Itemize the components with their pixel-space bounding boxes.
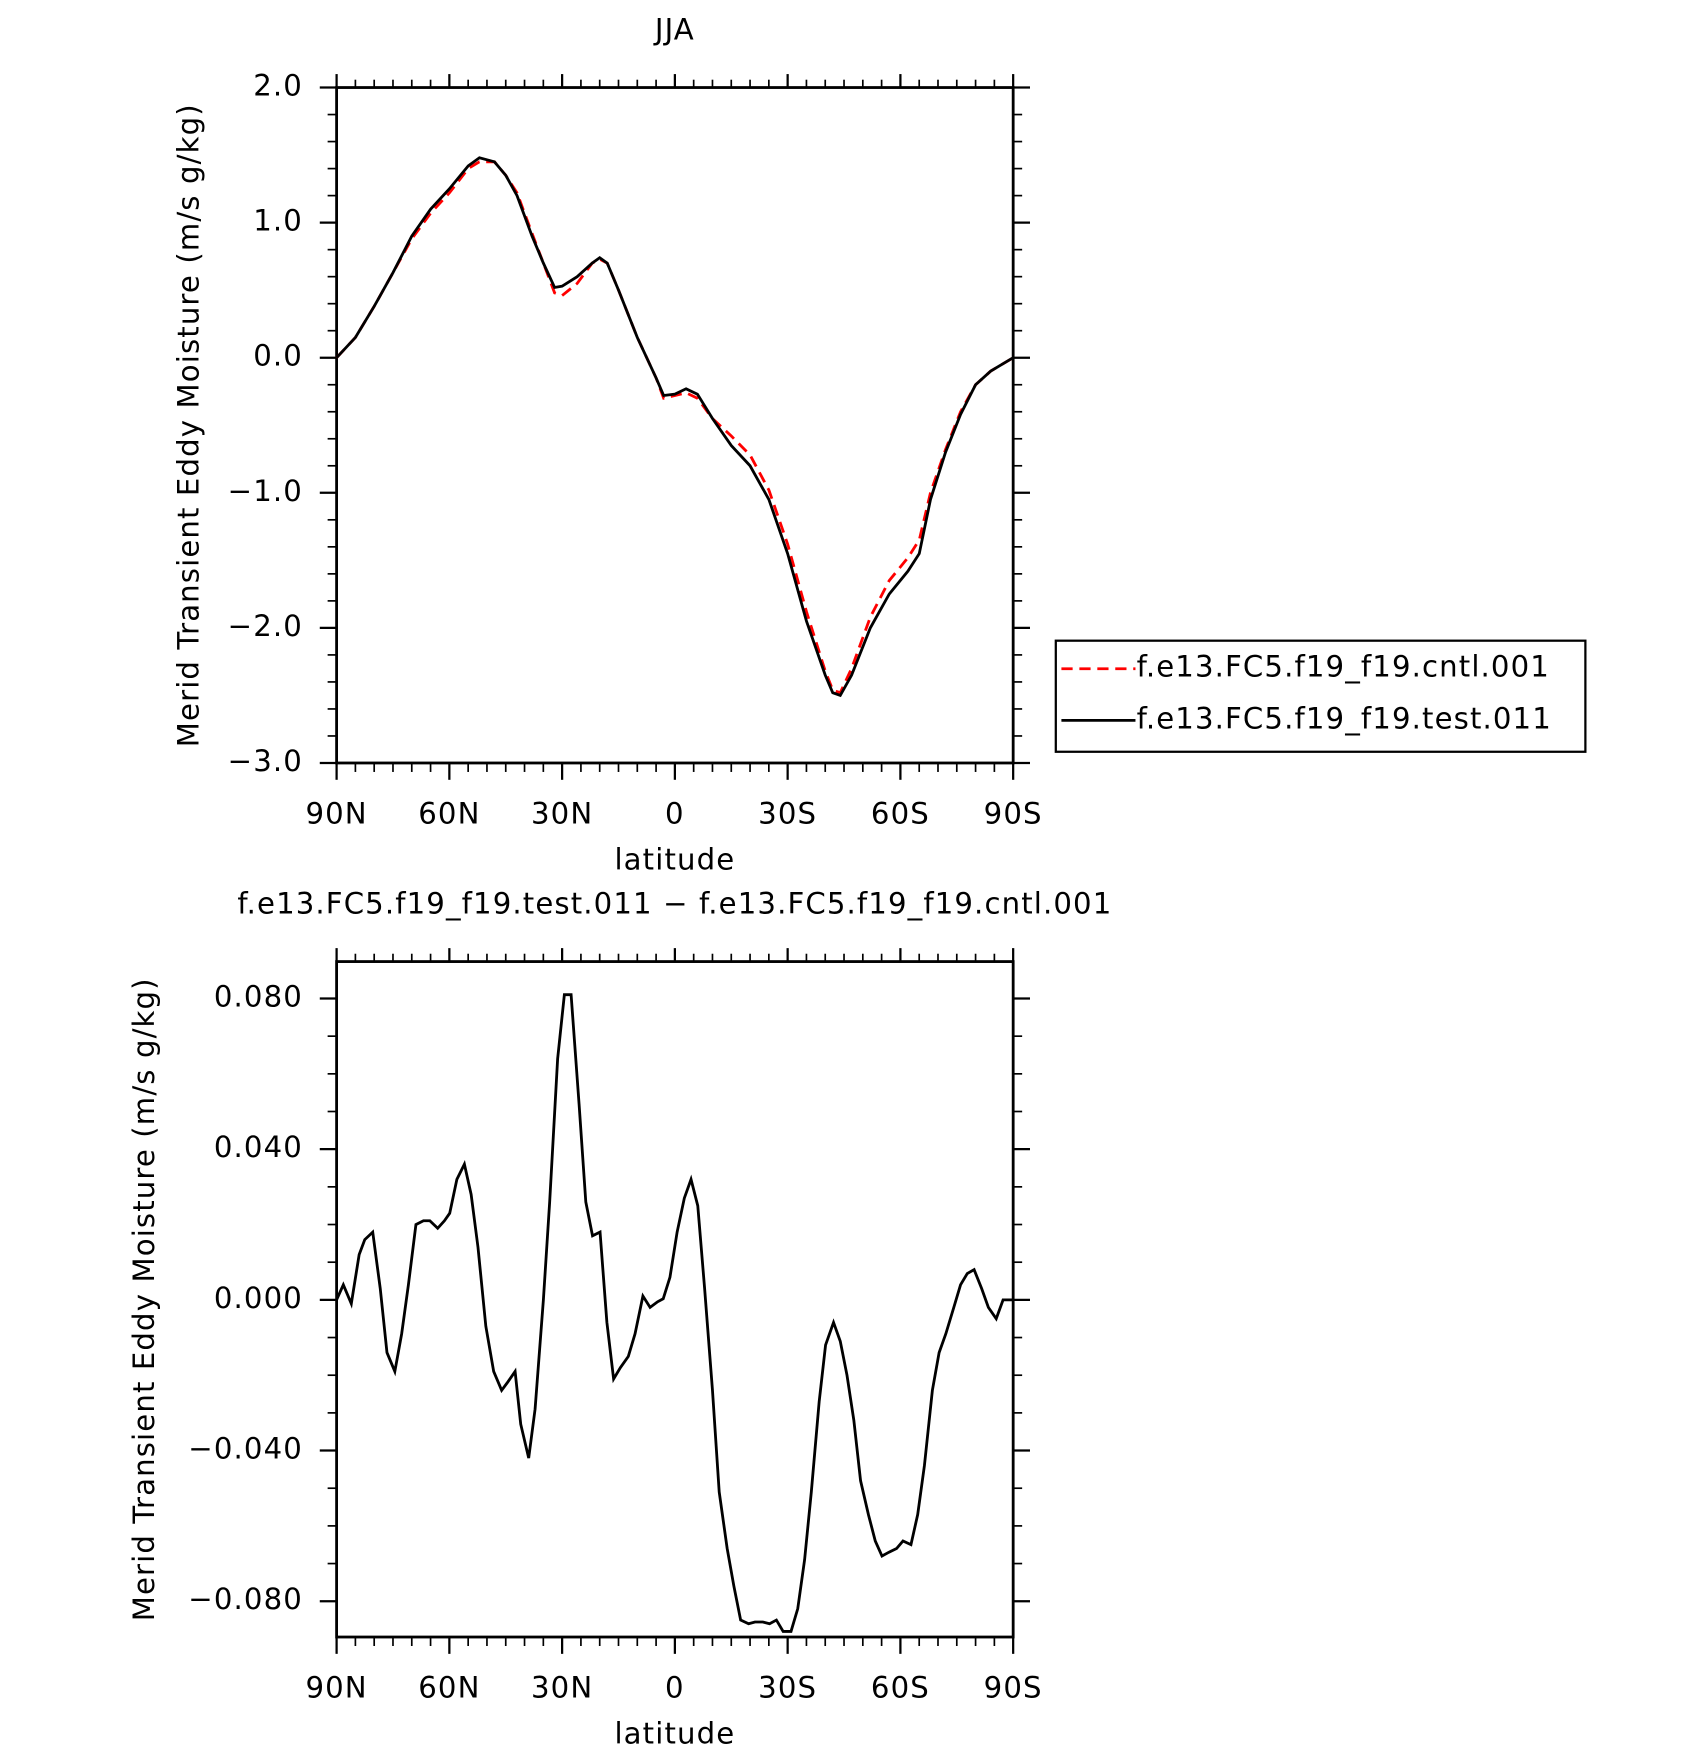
y-tick-label: 0.000 bbox=[214, 1281, 303, 1315]
y-tick-label: −0.080 bbox=[188, 1582, 303, 1616]
y-tick-label: 0.080 bbox=[214, 979, 303, 1013]
y-tick-label: −3.0 bbox=[228, 744, 303, 778]
chart-title: f.e13.FC5.f19_f19.test.011 − f.e13.FC5.f… bbox=[237, 886, 1112, 920]
y-tick-label: −1.0 bbox=[228, 474, 303, 508]
x-tick-label: 30S bbox=[758, 1671, 817, 1705]
legend-box bbox=[1054, 639, 1587, 753]
x-tick-label: 0 bbox=[665, 797, 685, 831]
x-tick-label: 90S bbox=[984, 1671, 1043, 1705]
legend-label: f.e13.FC5.f19_f19.cntl.001 bbox=[1137, 650, 1550, 684]
x-tick-label: 30N bbox=[531, 797, 593, 831]
y-tick-label: 0.0 bbox=[253, 339, 303, 373]
y-axis-label: Merid Transient Eddy Moisture (m/s g/kg) bbox=[172, 103, 206, 747]
x-tick-label: 90N bbox=[305, 797, 367, 831]
plot-frame bbox=[335, 86, 1015, 765]
y-tick-label: 2.0 bbox=[253, 69, 303, 103]
x-tick-label: 60N bbox=[418, 797, 480, 831]
x-tick-label: 90S bbox=[984, 797, 1043, 831]
chart-title: JJA bbox=[653, 12, 695, 46]
x-tick-label: 90N bbox=[305, 1671, 367, 1705]
x-tick-label: 30N bbox=[531, 1671, 593, 1705]
y-tick-label: −0.040 bbox=[188, 1432, 303, 1466]
y-axis-label: Merid Transient Eddy Moisture (m/s g/kg) bbox=[127, 977, 161, 1621]
y-tick-label: −2.0 bbox=[228, 609, 303, 643]
x-tick-label: 30S bbox=[758, 797, 817, 831]
x-tick-label: 0 bbox=[665, 1671, 685, 1705]
x-tick-label: 60N bbox=[418, 1671, 480, 1705]
data-line bbox=[335, 993, 1014, 1633]
x-axis-label: latitude bbox=[614, 843, 735, 877]
y-tick-label: 0.040 bbox=[214, 1130, 303, 1164]
x-tick-label: 60S bbox=[871, 797, 930, 831]
y-tick-label: 1.0 bbox=[253, 204, 303, 238]
legend-label: f.e13.FC5.f19_f19.test.011 bbox=[1137, 701, 1552, 735]
data-line bbox=[335, 156, 1014, 698]
x-tick-label: 60S bbox=[871, 1671, 930, 1705]
x-axis-label: latitude bbox=[614, 1717, 735, 1747]
data-line bbox=[335, 160, 1014, 695]
